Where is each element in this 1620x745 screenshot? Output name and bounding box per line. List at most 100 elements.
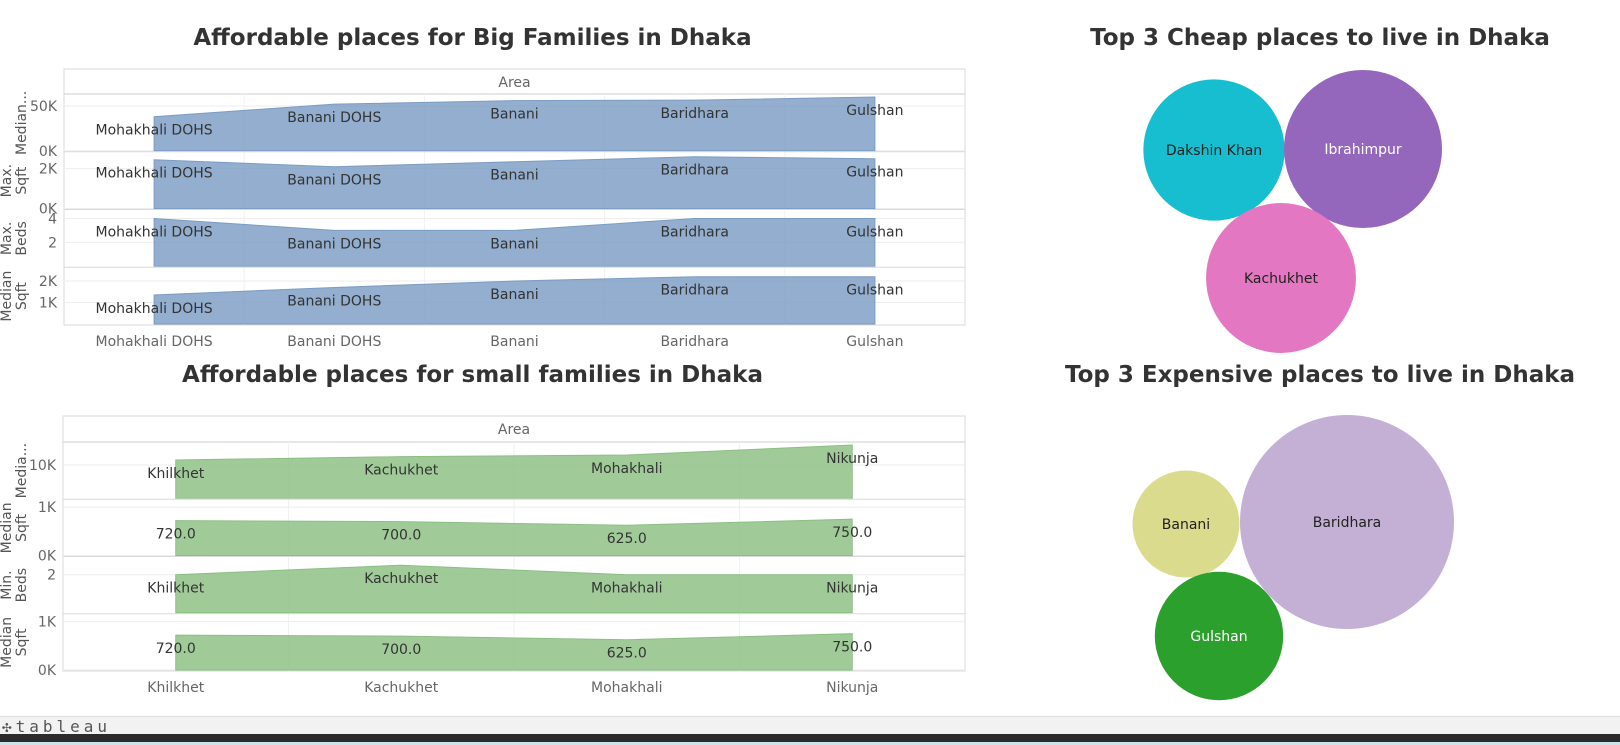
big-families-mark-label: Banani DOHS (287, 236, 381, 252)
big-families-mark-label: Banani (490, 236, 538, 252)
expensive-places-bubble[interactable] (1154, 571, 1284, 701)
big-families-tick-label: 0K (39, 202, 58, 218)
cheap-places-bubble[interactable] (1284, 70, 1442, 228)
big-families-tick-label: 1K (39, 296, 58, 312)
cheap-places-bubble-label: Ibrahimpur (1324, 142, 1402, 158)
footer-strip (0, 742, 1620, 745)
big-families-header-label: Area (498, 75, 530, 91)
big-families-tick-label: 2 (48, 235, 57, 251)
small-families-mark-label: Nikunja (826, 451, 878, 467)
big-families-x-tick-label: Banani DOHS (287, 334, 381, 350)
big-families-x-tick-label: Baridhara (660, 334, 729, 350)
big-families-area-series[interactable] (153, 156, 876, 209)
big-families-mark-label: Mohakhali DOHS (96, 301, 213, 317)
small-families-mark-label: 720.0 (156, 641, 196, 657)
big-families-mark-label: Mohakhali DOHS (96, 123, 213, 139)
small-families-row-label: Media... (14, 443, 30, 498)
big-families-row-label: Max. (0, 222, 15, 255)
expensive-places-bubble-label: Banani (1162, 517, 1210, 533)
big-families-mark-label: Mohakhali DOHS (96, 224, 213, 240)
small-families-row-label: Beds (14, 568, 30, 602)
small-families-row-label: Sqft (14, 628, 30, 656)
tableau-logo: ✣tableau (2, 717, 112, 736)
small-families-area-series[interactable] (175, 444, 853, 499)
big-families-area-series[interactable] (153, 217, 876, 267)
big-families-area-series[interactable] (153, 96, 876, 152)
small-families-x-tick-label: Mohakhali (591, 680, 662, 696)
small-families-x-tick-label: Kachukhet (364, 680, 439, 696)
big-families-row-label: Beds (14, 221, 30, 255)
big-families-row-label: Median (0, 271, 15, 322)
small-families-tick-label: 1K (38, 615, 57, 631)
big-families-mark-label: Mohakhali DOHS (96, 166, 213, 182)
big-families-mark-label: Gulshan (846, 224, 903, 240)
big-families-tick-label: 2K (39, 162, 58, 178)
small-families-mark-label: 625.0 (607, 646, 647, 662)
small-families-tick-label: 1K (38, 500, 57, 516)
cheap-places-bubble-label: Dakshin Khan (1166, 143, 1262, 159)
cheap-places-bubble[interactable] (1143, 79, 1285, 221)
small-families-mark-label: 750.0 (832, 640, 872, 656)
small-families-area-series[interactable] (175, 518, 853, 556)
big-families-mark-label: Baridhara (660, 224, 729, 240)
small-families-mark-label: Khilkhet (147, 466, 204, 482)
small-families-mark-label: 700.0 (381, 642, 421, 658)
small-families-mark-label: Kachukhet (364, 571, 439, 587)
small-families-row-label: Min. (0, 570, 15, 599)
small-families-tick-label: 0K (38, 549, 57, 565)
small-families-area-series[interactable] (175, 633, 853, 671)
big-families-x-tick-label: Mohakhali DOHS (96, 334, 213, 350)
small-families-title: Affordable places for small families in … (182, 362, 763, 388)
small-families-row-label: Sqft (14, 513, 30, 541)
big-families-row-label: Median... (14, 91, 30, 155)
small-families-mark-label: 750.0 (832, 525, 872, 541)
big-families-tick-label: 4 (48, 211, 57, 227)
big-families-row-label: Sqft (14, 282, 30, 310)
big-families-mark-label: Baridhara (660, 163, 729, 179)
big-families-mark-label: Banani DOHS (287, 110, 381, 126)
small-families-mark-label: 720.0 (156, 527, 196, 543)
small-families-row-label: Median (0, 617, 15, 668)
footer-divider (0, 734, 1620, 742)
big-families-mark-label: Banani (490, 107, 538, 123)
small-families-tick-label: 10K (29, 458, 57, 474)
big-families-mark-label: Gulshan (846, 165, 903, 181)
big-families-tick-label: 50K (30, 99, 58, 115)
small-families-tick-label: 0K (38, 663, 57, 679)
big-families-mark-label: Baridhara (660, 283, 729, 299)
big-families-tick-label: 0K (39, 144, 58, 160)
small-families-mark-label: 700.0 (381, 528, 421, 544)
big-families-mark-label: Banani (490, 168, 538, 184)
big-families-row-label: Sqft (14, 166, 30, 194)
small-families-row-label: Median (0, 502, 15, 553)
expensive-places-bubble-label: Baridhara (1313, 515, 1382, 531)
cheap-places-bubble[interactable] (1206, 203, 1356, 353)
small-families-header-label: Area (498, 422, 530, 438)
big-families-frame (63, 68, 966, 326)
big-families-mark-label: Banani (490, 287, 538, 303)
big-families-row-label: Max. (0, 164, 15, 197)
small-families-x-tick-label: Khilkhet (147, 680, 204, 696)
dashboard-charts: Area 50K 0K Mohakhali DOHS Banani DOHS Banani… (0, 68, 1454, 701)
expensive-places-bubble-label: Gulshan (1190, 629, 1247, 645)
big-families-title: Affordable places for Big Families in Dh… (193, 25, 752, 51)
big-families-mark-label: Banani DOHS (287, 173, 381, 189)
small-families-mark-label: 625.0 (607, 531, 647, 547)
small-families-mark-label: Mohakhali (591, 581, 662, 597)
big-families-area-series[interactable] (153, 276, 876, 325)
expensive-places-bubble[interactable] (1132, 470, 1240, 578)
big-families-mark-label: Banani DOHS (287, 293, 381, 309)
big-families-mark-label: Baridhara (660, 106, 729, 122)
small-families-area-series[interactable] (175, 564, 853, 614)
small-families-mark-label: Mohakhali (591, 461, 662, 477)
big-families-mark-label: Gulshan (846, 283, 903, 299)
small-families-tick-label: 2 (47, 568, 56, 584)
small-families-mark-label: Kachukhet (364, 463, 439, 479)
cheap-places-bubble-label: Kachukhet (1244, 271, 1319, 287)
expensive-places-title: Top 3 Expensive places to live in Dhaka (1064, 362, 1576, 388)
big-families-x-tick-label: Gulshan (846, 334, 903, 350)
expensive-places-bubble[interactable] (1240, 415, 1454, 629)
small-families-x-tick-label: Nikunja (826, 680, 878, 696)
big-families-mark-label: Gulshan (846, 103, 903, 119)
cheap-places-title: Top 3 Cheap places to live in Dhaka (1090, 25, 1550, 51)
